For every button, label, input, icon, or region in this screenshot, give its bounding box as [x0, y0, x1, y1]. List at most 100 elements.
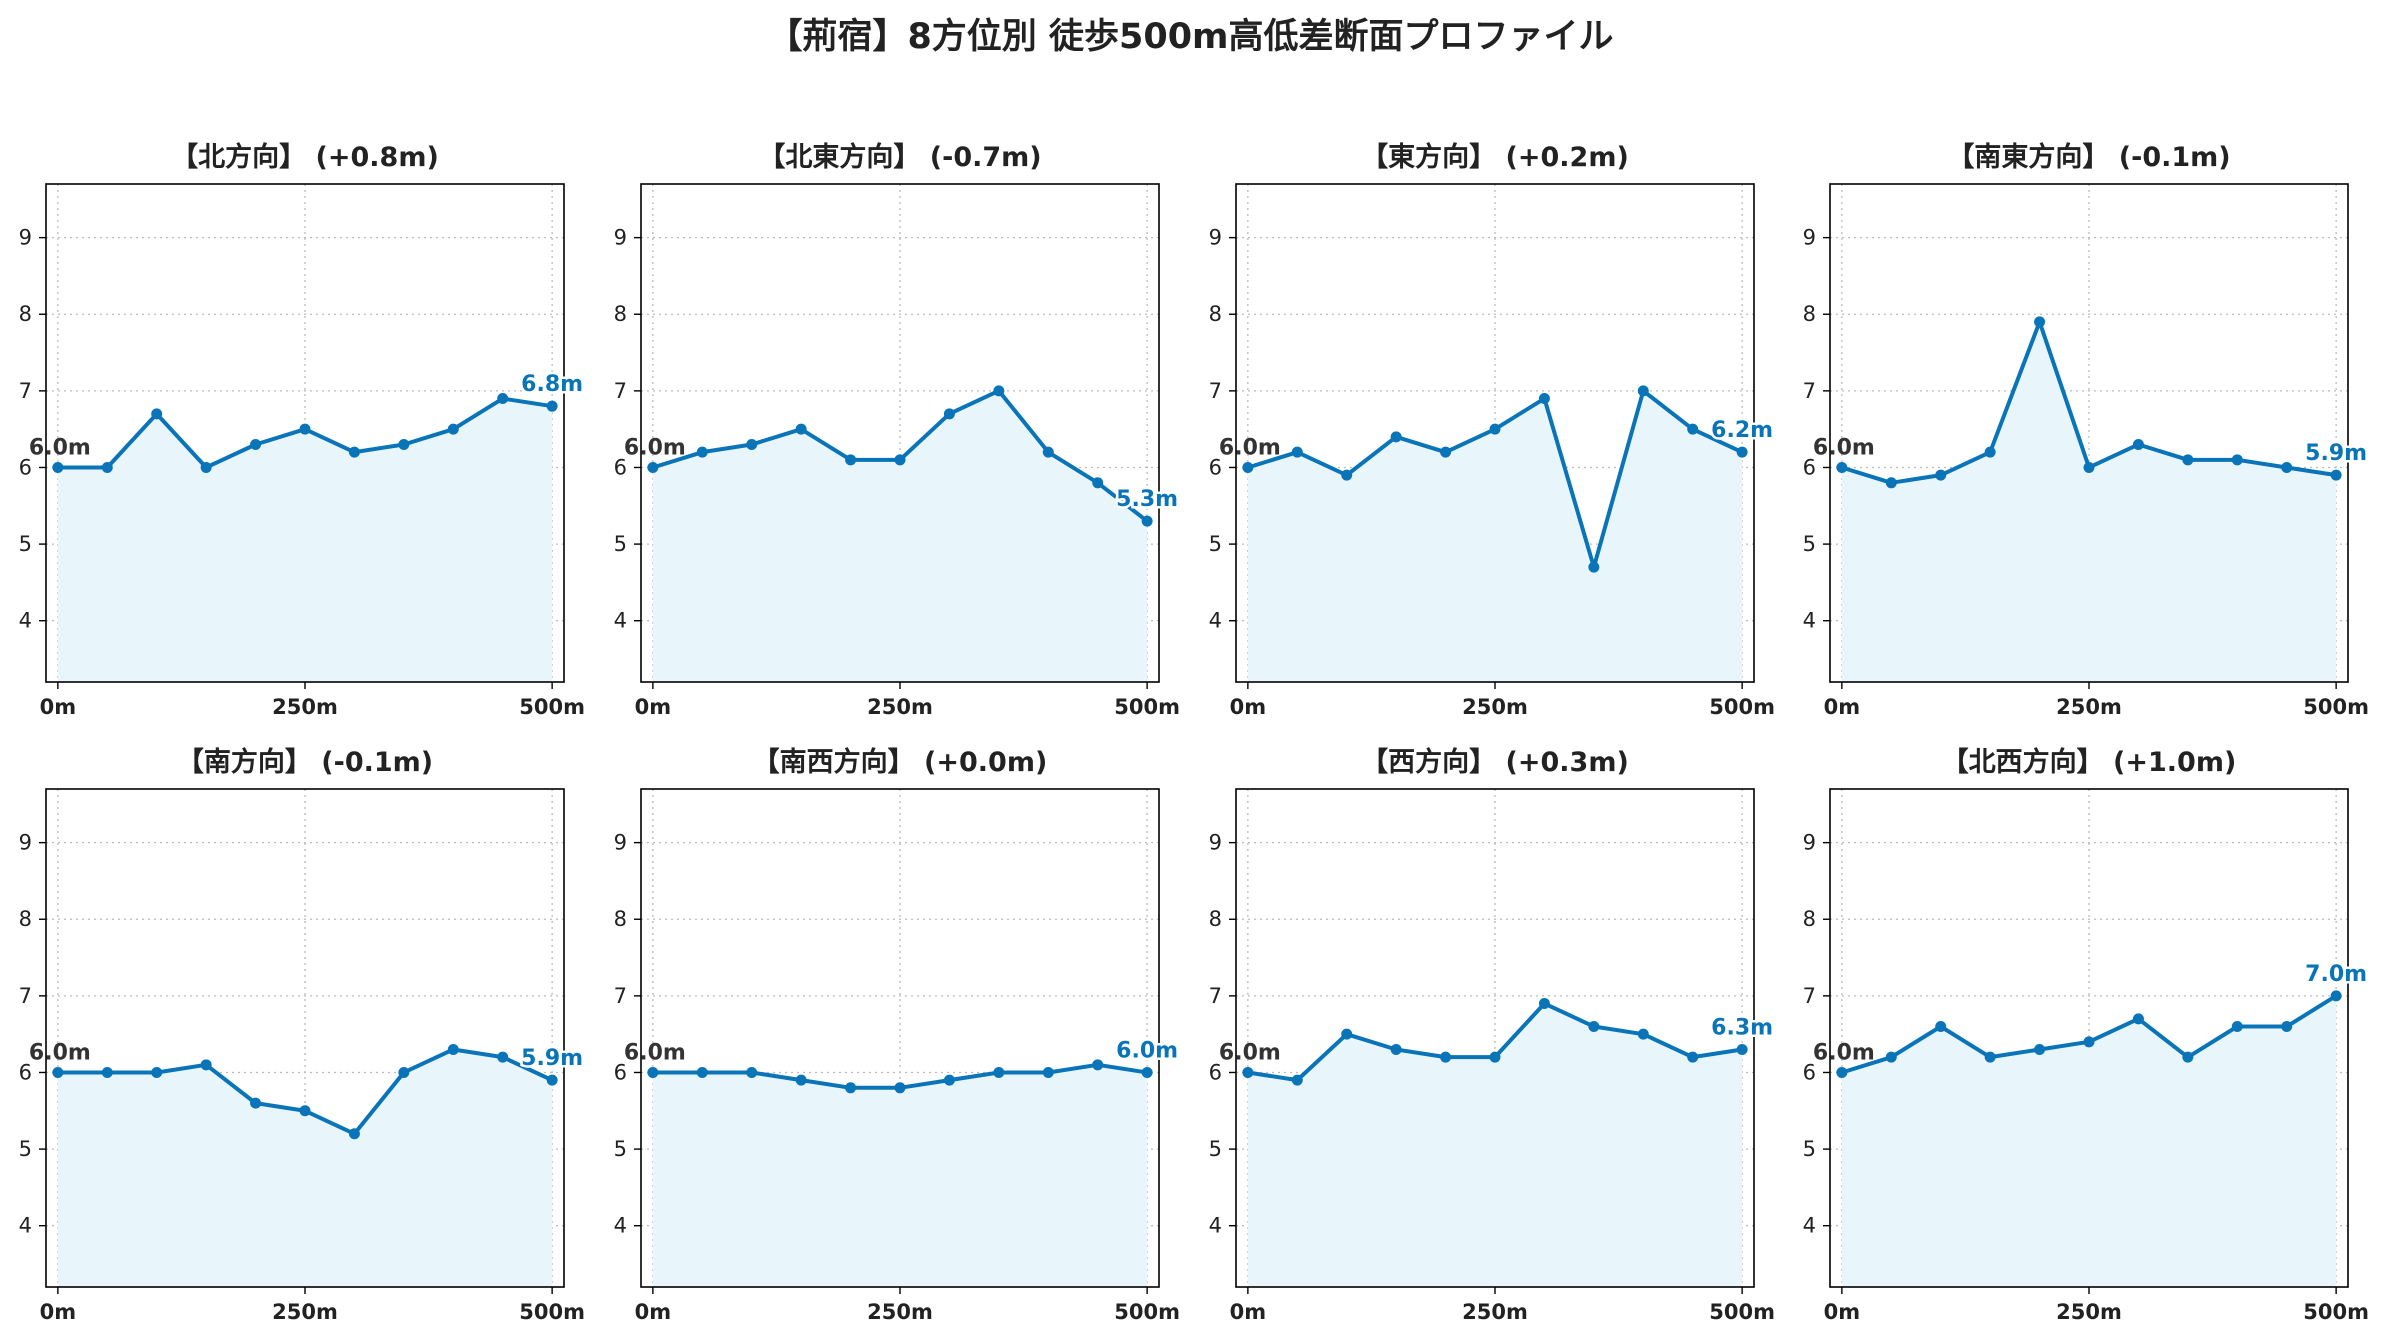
figure-title: 【荊宿】8方位別 徒歩500m高低差断面プロファイル — [767, 17, 1614, 57]
y-tick-label: 6 — [19, 1060, 32, 1084]
y-tick-label: 8 — [1209, 302, 1222, 326]
x-tick-label: 0m — [1824, 695, 1861, 719]
start-elevation-label: 6.0m — [29, 435, 91, 460]
chart-title: 【北西方向】 (+1.0m) — [1942, 746, 2237, 778]
y-tick-label: 4 — [1209, 609, 1222, 633]
y-tick-label: 7 — [1209, 379, 1222, 403]
x-tick-label: 500m — [1709, 1300, 1775, 1324]
x-tick-label: 500m — [1709, 695, 1775, 719]
data-point — [2182, 1051, 2194, 1063]
x-tick-label: 0m — [635, 1300, 672, 1324]
data-point — [1489, 1051, 1501, 1063]
y-tick-label: 4 — [19, 609, 32, 633]
data-point — [2231, 454, 2243, 466]
chart-panel: 【南東方向】 (-0.1m) 4 5 6 7 8 9 0m 250m 500m 6.0m 5.9m — [1803, 141, 2370, 719]
end-elevation-label: 5.3m — [1116, 487, 1178, 512]
data-point — [795, 1074, 807, 1086]
data-point — [2132, 438, 2144, 450]
y-tick-label: 9 — [1209, 226, 1222, 250]
y-tick-label: 9 — [19, 831, 32, 855]
y-tick-label: 9 — [1209, 831, 1222, 855]
data-point — [1042, 1066, 1054, 1078]
start-elevation-label: 6.0m — [1219, 1040, 1281, 1065]
chart-title: 【南東方向】 (-0.1m) — [1947, 141, 2230, 173]
y-tick-label: 4 — [614, 1214, 627, 1238]
data-point — [1341, 469, 1353, 481]
chart-panel: 【北東方向】 (-0.7m) 4 5 6 7 8 9 0m 250m 500m 6.0m 5.3m — [614, 141, 1181, 719]
x-tick-label: 250m — [272, 1300, 338, 1324]
elevation-area — [57, 398, 553, 682]
chart-panel: 【南西方向】 (+0.0m) 4 5 6 7 8 9 0m 250m 500m 6.0m 6.0m — [614, 746, 1181, 1324]
data-point — [200, 1059, 212, 1071]
chart-title: 【北方向】 (+0.8m) — [171, 141, 439, 173]
data-point — [348, 1128, 360, 1140]
data-point — [696, 1066, 708, 1078]
x-tick-label: 500m — [519, 695, 585, 719]
data-point — [2132, 1013, 2144, 1025]
end-elevation-label: 7.0m — [2305, 962, 2367, 987]
data-point — [2281, 1021, 2293, 1033]
chart-panel: 【西方向】 (+0.3m) 4 5 6 7 8 9 0m 250m 500m 6.0m 6.3m — [1209, 746, 1776, 1324]
x-tick-label: 0m — [1230, 695, 1267, 719]
chart-title: 【南西方向】 (+0.0m) — [753, 746, 1048, 778]
data-point — [1637, 385, 1649, 397]
data-point — [746, 438, 758, 450]
data-point — [894, 454, 906, 466]
data-point — [101, 461, 113, 473]
y-tick-label: 5 — [1803, 532, 1816, 556]
x-tick-label: 500m — [1114, 1300, 1180, 1324]
elevation-area — [1841, 321, 2337, 682]
y-tick-label: 4 — [1803, 609, 1816, 633]
end-elevation-label: 6.0m — [1116, 1038, 1178, 1063]
y-tick-label: 8 — [19, 907, 32, 931]
y-tick-label: 8 — [1803, 302, 1816, 326]
data-point — [398, 1066, 410, 1078]
data-point — [1042, 446, 1054, 458]
data-point — [1885, 477, 1897, 489]
data-point — [1935, 469, 1947, 481]
data-point — [696, 446, 708, 458]
data-point — [398, 438, 410, 450]
data-point — [1538, 998, 1550, 1010]
y-tick-label: 8 — [614, 907, 627, 931]
data-point — [1836, 461, 1848, 473]
data-point — [993, 1066, 1005, 1078]
end-elevation-label: 6.2m — [1711, 418, 1773, 443]
data-point — [1390, 1043, 1402, 1055]
x-tick-label: 250m — [1462, 1300, 1528, 1324]
y-tick-label: 5 — [1209, 532, 1222, 556]
x-tick-label: 500m — [2303, 695, 2369, 719]
start-elevation-label: 6.0m — [1813, 1040, 1875, 1065]
data-point — [1341, 1028, 1353, 1040]
data-point — [1836, 1066, 1848, 1078]
data-point — [1092, 1059, 1104, 1071]
x-tick-label: 500m — [519, 1300, 585, 1324]
x-tick-label: 0m — [1230, 1300, 1267, 1324]
data-point — [1242, 1066, 1254, 1078]
y-tick-label: 9 — [1803, 831, 1816, 855]
elevation-area — [652, 390, 1148, 682]
data-point — [1588, 561, 1600, 573]
data-point — [746, 1066, 758, 1078]
data-point — [1984, 446, 1996, 458]
data-point — [299, 1105, 311, 1117]
data-point — [1736, 446, 1748, 458]
y-tick-label: 5 — [614, 532, 627, 556]
data-point — [447, 423, 459, 435]
data-point — [943, 1074, 955, 1086]
data-point — [1440, 1051, 1452, 1063]
x-tick-label: 250m — [867, 695, 933, 719]
x-tick-label: 0m — [40, 1300, 77, 1324]
data-point — [2330, 990, 2342, 1002]
y-tick-label: 4 — [1803, 1214, 1816, 1238]
data-point — [151, 1066, 163, 1078]
y-tick-label: 4 — [1209, 1214, 1222, 1238]
y-tick-label: 7 — [614, 379, 627, 403]
data-point — [894, 1082, 906, 1094]
data-point — [1390, 431, 1402, 443]
x-tick-label: 250m — [1462, 695, 1528, 719]
x-tick-label: 250m — [2056, 695, 2122, 719]
x-tick-label: 0m — [40, 695, 77, 719]
data-point — [250, 438, 262, 450]
